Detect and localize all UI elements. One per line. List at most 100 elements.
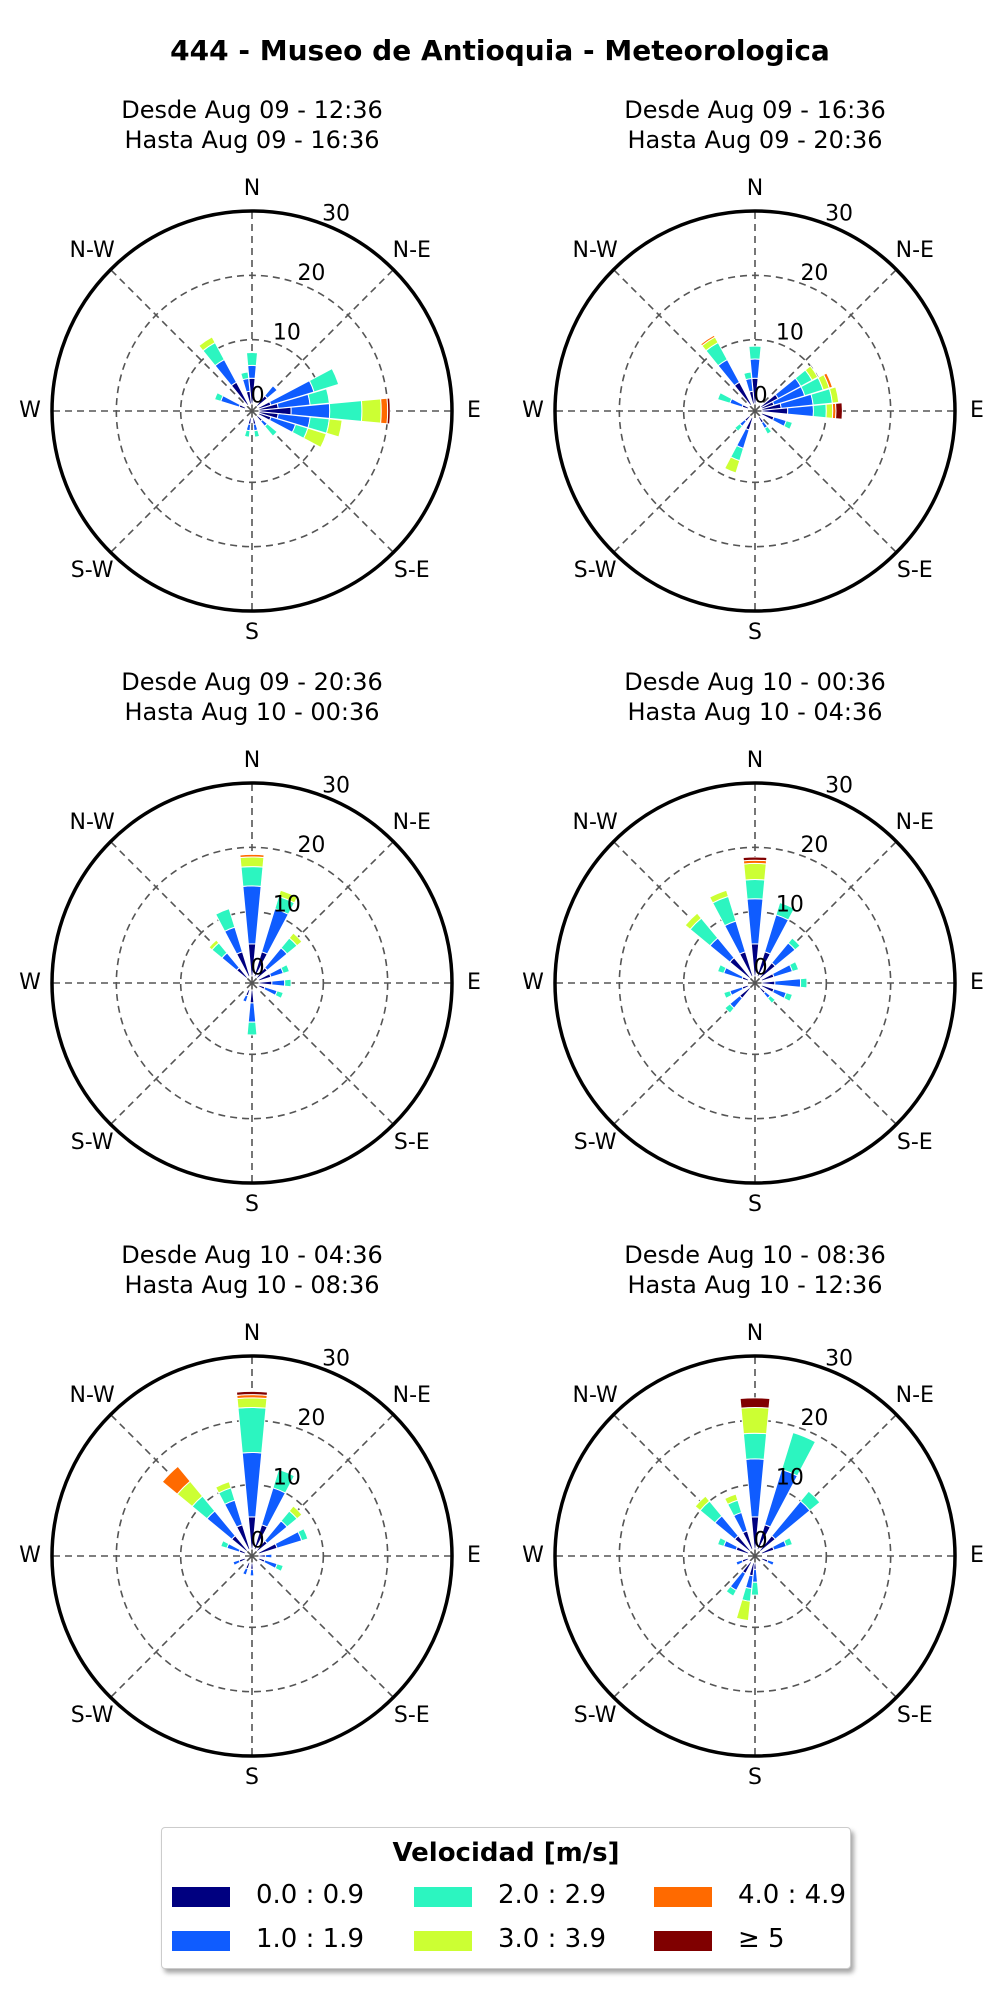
subtitle-to: Hasta Aug 09 - 16:36 [124, 126, 379, 154]
petal-segment [258, 1554, 266, 1558]
direction-gridline [251, 1414, 394, 1557]
legend-label: 2.0 : 2.9 [498, 1880, 606, 1910]
direction-label: N-E [896, 1383, 934, 1408]
subtitle-to: Hasta Aug 10 - 04:36 [627, 698, 882, 726]
ring-20 [618, 846, 892, 1120]
petal-segment [744, 1574, 754, 1590]
direction-label: E [970, 398, 984, 423]
petal-segment [725, 1585, 738, 1597]
direction-label: S-W [71, 558, 114, 583]
petal-segment [812, 403, 827, 419]
ring-10 [179, 910, 325, 1056]
direction-label: S-W [574, 1130, 617, 1155]
direction-label: N-E [393, 238, 431, 263]
direction-label: S-E [394, 1130, 430, 1155]
petal-segment [235, 1390, 269, 1396]
petal-segment [274, 990, 284, 999]
petal-segment [787, 404, 814, 418]
radial-tick-label: 10 [273, 1465, 301, 1490]
petal-segment [223, 1499, 243, 1528]
direction-label: E [970, 970, 984, 995]
petal-segment [723, 990, 733, 999]
petal-segment [744, 377, 754, 393]
direction-gridline [613, 1555, 756, 1698]
petal-segment [825, 403, 834, 419]
petal-segment [274, 1530, 303, 1549]
direction-label: E [467, 970, 481, 995]
petal-segment [232, 1559, 241, 1566]
legend-swatch [414, 1887, 472, 1907]
petal-segment [835, 402, 843, 420]
legend-box: Velocidad [m/s] 0.0 : 0.9 1.0 : 1.9 2.0 : … [161, 1827, 851, 1969]
subtitle-from: Desde Aug 10 - 04:36 [121, 1241, 383, 1269]
radial-tick-label: 30 [322, 1347, 350, 1372]
petal-segment [263, 422, 278, 437]
petal-segment [742, 1432, 768, 1460]
radial-tick-label: 0 [754, 1529, 768, 1554]
petal-segment [766, 1559, 775, 1566]
petal-segment [732, 1511, 748, 1534]
petal-segment [774, 978, 802, 988]
petal-segment [328, 400, 363, 422]
petal-segment [213, 391, 224, 402]
petal-segment [788, 960, 800, 973]
legend-label: 0.0 : 0.9 [256, 1880, 364, 1910]
subtitle-from: Desde Aug 10 - 08:36 [624, 1241, 886, 1269]
direction-gridline [754, 841, 897, 984]
radial-tick-label: 20 [297, 261, 325, 286]
radial-tick-label: 30 [825, 1347, 853, 1372]
petal-segment [246, 1021, 258, 1036]
petal-segment [242, 994, 249, 1003]
petal-segment [208, 939, 220, 951]
direction-gridline [754, 982, 897, 1125]
petal-segment [783, 420, 794, 431]
petal-segment [745, 1458, 765, 1518]
petal-segment [240, 371, 250, 381]
petal-segment [288, 1505, 303, 1520]
petal-segment [694, 1495, 711, 1512]
direction-label: S-E [897, 1703, 933, 1728]
petal-segment [699, 334, 716, 347]
petal-segment [241, 377, 251, 393]
petal-segment [735, 1599, 751, 1622]
direction-gridline [613, 982, 756, 1125]
petal-segment [307, 388, 330, 406]
legend-label: 1.0 : 1.9 [256, 1924, 364, 1954]
direction-gridline [251, 269, 394, 412]
legend-label: ≥ 5 [738, 1924, 785, 1954]
legend-swatch [654, 1931, 712, 1951]
radial-tick-label: 30 [825, 774, 853, 799]
subtitle-from: Desde Aug 10 - 00:36 [624, 668, 886, 696]
petal-segment [264, 1553, 273, 1559]
petal-segment [245, 352, 259, 367]
radial-tick-label: 0 [754, 384, 768, 409]
petal-segment [729, 398, 744, 408]
legend-label: 4.0 : 4.9 [738, 1880, 846, 1910]
petal-segment [823, 372, 834, 389]
radial-tick-label: 10 [273, 320, 301, 345]
petal-segment [247, 1002, 257, 1023]
direction-label: N-E [896, 810, 934, 835]
legend-swatch [172, 1887, 230, 1907]
direction-label: W [19, 398, 41, 423]
direction-label: S [245, 1192, 259, 1217]
direction-gridline [110, 982, 253, 1125]
legend-swatch [654, 1887, 712, 1907]
direction-label: N-E [393, 810, 431, 835]
outer-ring [50, 781, 454, 1185]
radial-tick-label: 0 [251, 956, 265, 981]
direction-label: W [522, 1543, 544, 1568]
petal-segment [783, 1536, 794, 1548]
petal-segment [278, 889, 299, 904]
petal-segment [828, 386, 840, 404]
direction-label: N [244, 748, 260, 773]
direction-label: N-E [393, 1383, 431, 1408]
radial-tick-label: 0 [754, 956, 768, 981]
petal-segment [380, 397, 389, 425]
petal-segment [684, 912, 703, 931]
petal-segment [239, 856, 265, 868]
